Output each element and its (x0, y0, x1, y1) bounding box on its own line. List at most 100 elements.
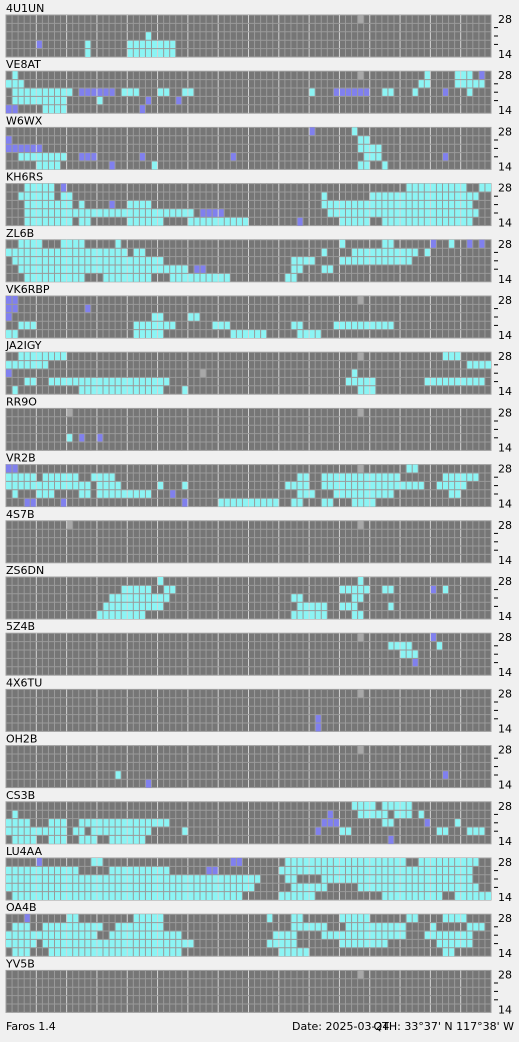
beacon-label: VR2B (6, 452, 36, 465)
band-label-bottom: 14 (498, 554, 512, 567)
signal-cell (442, 352, 461, 361)
signal-cell (394, 810, 413, 819)
band-label-top: 28 (498, 968, 512, 981)
signal-cell (36, 858, 43, 867)
beacon-panel: LU4AA 28 14 (5, 845, 512, 904)
band-label-top: 28 (498, 800, 512, 813)
signal-cell (387, 835, 394, 844)
signal-cell (121, 88, 140, 97)
signal-cell (297, 217, 304, 226)
signal-cell (139, 104, 146, 114)
signal-cell (478, 71, 485, 80)
band-label-bottom: 14 (498, 104, 512, 117)
signal-cell (418, 810, 425, 819)
signal-cell (157, 481, 164, 490)
signal-cell (84, 304, 91, 313)
signal-cell (442, 585, 449, 594)
signal-cell (121, 585, 152, 594)
signal-cell (181, 385, 188, 395)
signal-cell (412, 88, 419, 97)
signal-cell (430, 585, 437, 594)
signal-cell (18, 321, 37, 330)
signal-cell (133, 329, 164, 338)
signal-cell (387, 602, 394, 611)
signal-cell (424, 818, 431, 827)
band-label-top: 28 (498, 350, 512, 363)
band-label-bottom: 14 (498, 160, 512, 173)
beacon-label: 4S7B (6, 508, 35, 521)
signal-cell (157, 577, 164, 586)
band-label-bottom: 14 (498, 385, 512, 398)
signal-cell (115, 239, 122, 249)
band-label-bottom: 14 (498, 779, 512, 792)
signal-cell (309, 88, 316, 97)
signal-cell (412, 658, 419, 667)
signal-cell (430, 239, 437, 249)
signal-cell (315, 827, 322, 836)
band-label-top: 28 (498, 519, 512, 532)
signal-cell (321, 248, 328, 257)
signal-cell (327, 810, 334, 819)
signal-cell (454, 818, 461, 827)
signal-cell (321, 473, 401, 482)
signal-cell (321, 874, 473, 884)
signal-cell (436, 641, 443, 650)
signal-cell (466, 827, 485, 836)
qth-label: QTH: 33°37' N 117°38' W (374, 1020, 515, 1033)
signal-cell (78, 835, 97, 844)
signal-cell (442, 88, 449, 97)
signal-cell (400, 650, 419, 659)
signal-cell (12, 96, 67, 105)
signal-cell (175, 96, 182, 105)
band-label-top: 28 (498, 687, 512, 700)
beacon-panel: 4X6TU 28 14 (5, 676, 512, 735)
band-label-top: 28 (498, 856, 512, 869)
beacon-panel: CS3B 28 14 (5, 789, 512, 848)
signal-cell (48, 818, 67, 827)
beacon-panel: W6WX 28 14 (5, 114, 512, 173)
band-label-bottom: 14 (498, 273, 512, 286)
signal-cell (436, 481, 467, 490)
signal-cell (357, 745, 364, 754)
beacon-panel: RR9O 28 14 (5, 395, 512, 454)
band-label-top: 28 (498, 575, 512, 588)
signal-cell (145, 96, 152, 105)
signal-cell (145, 31, 152, 41)
band-label-top: 28 (498, 125, 512, 138)
signal-cell (357, 15, 364, 24)
signal-cell (145, 779, 152, 788)
signal-cell (12, 922, 31, 931)
beacon-label: OA4B (6, 901, 37, 914)
signal-cell (442, 770, 449, 780)
beacon-panel: KH6RS 28 14 (5, 171, 512, 230)
band-label-top: 28 (498, 294, 512, 307)
band-label-bottom: 14 (498, 498, 512, 511)
band-label-bottom: 14 (498, 217, 512, 230)
signal-cell (309, 127, 316, 136)
signal-cell (321, 200, 473, 209)
signal-cell (6, 473, 37, 482)
beacon-label: OH2B (6, 733, 37, 746)
beacon-panel: JA2IGY 28 14 (5, 339, 512, 398)
beacon-label: 4X6TU (6, 676, 42, 689)
signal-cell (200, 369, 207, 378)
signal-cell (424, 248, 431, 257)
beacon-panel: OH2B 28 14 (5, 733, 512, 792)
signal-cell (230, 152, 237, 161)
signal-cell (6, 931, 97, 940)
band-label-top: 28 (498, 463, 512, 476)
app-version: Faros 1.4 (6, 1020, 56, 1033)
signal-cell (181, 481, 188, 490)
signal-cell (339, 585, 370, 594)
signal-cell (115, 770, 122, 780)
signal-cell (357, 970, 364, 979)
signal-cell (12, 947, 31, 957)
beacon-label: LU4AA (6, 845, 42, 858)
beacon-panel: 5Z4B 28 14 (5, 620, 512, 679)
band-label-top: 28 (498, 13, 512, 26)
signal-cell (266, 914, 273, 923)
signal-cell (339, 217, 370, 226)
signal-cell (78, 152, 97, 161)
